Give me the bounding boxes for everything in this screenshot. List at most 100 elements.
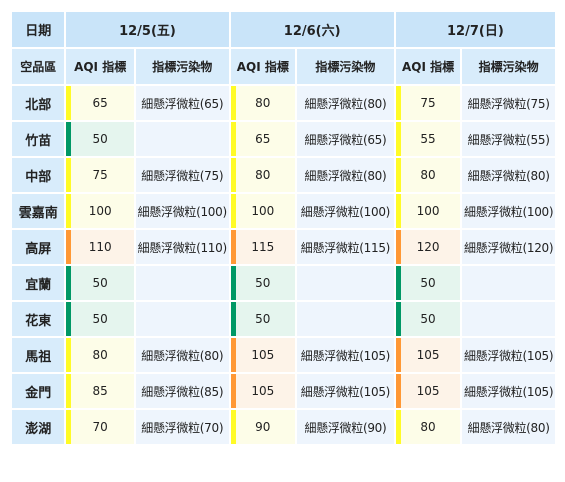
aqi-level-bar: [66, 230, 72, 264]
aqi-value: 50: [255, 276, 271, 290]
column-header-row: 空品區 AQI 指標 指標污染物 AQI 指標 指標污染物 AQI 指標 指標污…: [12, 49, 555, 84]
aqi-level-bar: [395, 158, 401, 192]
region-name: 宜蘭: [12, 266, 65, 300]
corner-label: 日期: [12, 12, 65, 47]
aqi-level-bar: [230, 338, 236, 372]
aqi-level-bar: [395, 374, 401, 408]
aqi-level-bar: [230, 302, 236, 336]
table-row: 金門 85 細懸浮微粒(85) 105 細懸浮微粒(105) 105 細懸浮微粒(105): [12, 374, 555, 408]
aqi-level-bar: [395, 410, 401, 444]
pollutant-cell: [135, 266, 229, 300]
pollutant-cell: 細懸浮微粒(105): [297, 338, 394, 372]
aqi-level-bar: [230, 122, 236, 156]
aqi-value: 50: [92, 312, 108, 326]
aqi-value: 105: [251, 348, 275, 362]
aqi-value-cell: 100: [66, 194, 134, 228]
pollutant-cell: 細懸浮微粒(80): [135, 338, 229, 372]
aqi-value-cell: 50: [395, 266, 461, 300]
table-row: 馬祖 80 細懸浮微粒(80) 105 細懸浮微粒(105) 105 細懸浮微粒(105): [12, 338, 555, 372]
pollutant-cell: 細懸浮微粒(75): [135, 158, 229, 192]
pollutant-cell: 細懸浮微粒(105): [462, 374, 555, 408]
aqi-level-bar: [66, 374, 72, 408]
pollutant-cell: 細懸浮微粒(65): [135, 86, 229, 120]
aqi-value-cell: 100: [230, 194, 296, 228]
aqi-value-cell: 120: [395, 230, 461, 264]
pollutant-cell: [135, 302, 229, 336]
aqi-level-bar: [66, 338, 72, 372]
aqi-value: 100: [88, 204, 112, 218]
aqi-value: 110: [88, 240, 112, 254]
pollutant-cell: 細懸浮微粒(55): [462, 122, 555, 156]
aqi-value: 65: [92, 96, 108, 110]
aqi-value-cell: 55: [395, 122, 461, 156]
aqi-level-bar: [395, 86, 401, 120]
aqi-level-bar: [230, 194, 236, 228]
aqi-level-bar: [395, 338, 401, 372]
aqi-value-cell: 50: [66, 266, 134, 300]
pollutant-cell: 細懸浮微粒(105): [297, 374, 394, 408]
aqi-level-bar: [66, 410, 72, 444]
region-name: 中部: [12, 158, 65, 192]
pollutant-cell: 細懸浮微粒(100): [135, 194, 229, 228]
pollutant-header: 指標污染物: [462, 49, 555, 84]
aqi-value-cell: 65: [230, 122, 296, 156]
aqi-level-bar: [230, 230, 236, 264]
aqi-value-cell: 80: [230, 158, 296, 192]
aqi-value: 50: [92, 276, 108, 290]
aqi-value: 80: [255, 168, 271, 182]
region-name: 馬祖: [12, 338, 65, 372]
pollutant-header: 指標污染物: [297, 49, 394, 84]
aqi-header: AQI 指標: [395, 49, 461, 84]
aqi-header: AQI 指標: [230, 49, 296, 84]
pollutant-cell: 細懸浮微粒(75): [462, 86, 555, 120]
aqi-value-cell: 50: [395, 302, 461, 336]
aqi-value: 55: [420, 132, 436, 146]
aqi-value-cell: 65: [66, 86, 134, 120]
aqi-value-cell: 50: [230, 302, 296, 336]
aqi-value-cell: 115: [230, 230, 296, 264]
pollutant-cell: [135, 122, 229, 156]
aqi-value: 100: [251, 204, 275, 218]
table-row: 雲嘉南 100 細懸浮微粒(100) 100 細懸浮微粒(100) 100 細懸浮微粒(10…: [12, 194, 555, 228]
aqi-value-cell: 50: [66, 122, 134, 156]
aqi-value: 50: [255, 312, 271, 326]
pollutant-cell: 細懸浮微粒(100): [462, 194, 555, 228]
date-header: 12/6(六): [230, 12, 394, 47]
aqi-value-cell: 80: [395, 410, 461, 444]
region-name: 雲嘉南: [12, 194, 65, 228]
aqi-forecast-table: 日期 12/5(五) 12/6(六) 12/7(日) 空品區 AQI 指標 指標…: [10, 10, 557, 446]
pollutant-cell: 細懸浮微粒(115): [297, 230, 394, 264]
aqi-value-cell: 105: [230, 338, 296, 372]
aqi-level-bar: [230, 86, 236, 120]
table-row: 澎湖 70 細懸浮微粒(70) 90 細懸浮微粒(90) 80 細懸浮微粒(80): [12, 410, 555, 444]
aqi-value: 50: [92, 132, 108, 146]
aqi-value: 80: [420, 168, 436, 182]
table-row: 中部 75 細懸浮微粒(75) 80 細懸浮微粒(80) 80 細懸浮微粒(80): [12, 158, 555, 192]
pollutant-cell: 細懸浮微粒(80): [462, 410, 555, 444]
pollutant-cell: 細懸浮微粒(80): [297, 158, 394, 192]
aqi-value: 105: [251, 384, 275, 398]
pollutant-cell: [297, 302, 394, 336]
region-name: 竹苗: [12, 122, 65, 156]
date-header: 12/5(五): [66, 12, 229, 47]
aqi-value: 75: [420, 96, 436, 110]
region-name: 高屏: [12, 230, 65, 264]
aqi-header: AQI 指標: [66, 49, 134, 84]
aqi-value: 75: [92, 168, 108, 182]
aqi-value-cell: 105: [395, 338, 461, 372]
aqi-value-cell: 110: [66, 230, 134, 264]
aqi-level-bar: [66, 158, 72, 192]
pollutant-cell: 細懸浮微粒(80): [297, 86, 394, 120]
aqi-level-bar: [230, 374, 236, 408]
aqi-value-cell: 75: [66, 158, 134, 192]
aqi-level-bar: [66, 266, 72, 300]
aqi-value-cell: 90: [230, 410, 296, 444]
aqi-value: 105: [416, 348, 440, 362]
table-row: 竹苗 50 65 細懸浮微粒(65) 55 細懸浮微粒(55): [12, 122, 555, 156]
date-header-row: 日期 12/5(五) 12/6(六) 12/7(日): [12, 12, 555, 47]
aqi-level-bar: [230, 410, 236, 444]
pollutant-cell: [462, 302, 555, 336]
aqi-value-cell: 50: [66, 302, 134, 336]
aqi-value: 80: [92, 348, 108, 362]
aqi-value-cell: 80: [230, 86, 296, 120]
